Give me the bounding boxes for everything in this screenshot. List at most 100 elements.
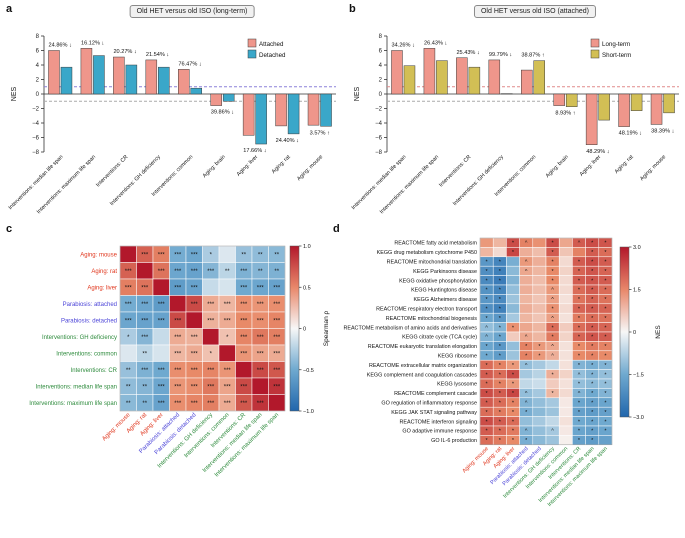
significance-mark: *** bbox=[141, 252, 149, 258]
significance-mark: *** bbox=[174, 401, 182, 407]
heatmap-cell bbox=[532, 416, 547, 427]
bar-short-term bbox=[598, 93, 610, 121]
percent-annotation: 17.66% ↓ bbox=[243, 148, 267, 154]
bar-short-term bbox=[630, 93, 643, 111]
x-category-label: Aging: brain bbox=[545, 154, 570, 179]
significance-mark: * bbox=[591, 429, 594, 435]
significance-mark: *** bbox=[158, 384, 166, 390]
significance-mark: *** bbox=[158, 401, 166, 407]
significance-mark: *** bbox=[174, 335, 182, 341]
significance-mark: ^ bbox=[525, 335, 528, 341]
x-category-label: Interventions: median life span bbox=[8, 154, 65, 211]
colorbar-tick-label: −1.5 bbox=[633, 373, 644, 379]
heatmap-cell bbox=[532, 435, 547, 446]
panel-a-letter: a bbox=[6, 3, 13, 15]
row-label: REACTOME mitochondrial biogenesis bbox=[386, 316, 478, 322]
significance-mark: * bbox=[499, 438, 502, 444]
significance-mark: * bbox=[525, 354, 528, 360]
row-label: REACTOME mitochondrial translation bbox=[387, 260, 477, 266]
bar-detached bbox=[222, 93, 235, 102]
x-category-label: Aging: liver bbox=[236, 154, 260, 178]
heatmap-cell bbox=[532, 265, 547, 276]
significance-mark: * bbox=[512, 372, 515, 378]
colorbar-tick-label: 1.5 bbox=[633, 288, 641, 294]
heatmap-cell bbox=[506, 275, 520, 286]
heatmap-cell bbox=[506, 284, 520, 295]
significance-mark: *** bbox=[257, 318, 265, 324]
significance-mark: * bbox=[499, 278, 502, 284]
heatmap-cell bbox=[185, 311, 203, 329]
significance-mark: * bbox=[604, 335, 607, 341]
percent-annotation: 26.43% ↓ bbox=[424, 40, 448, 46]
significance-mark: *** bbox=[174, 285, 182, 291]
row-label: Interventions: median life span bbox=[36, 384, 117, 390]
percent-annotation: 8.93% ↑ bbox=[555, 111, 575, 117]
heatmap-cell bbox=[506, 331, 520, 342]
significance-mark: ** bbox=[258, 252, 263, 258]
significance-mark: ^ bbox=[525, 269, 528, 275]
heatmap-cell bbox=[558, 284, 573, 295]
bar-long-term bbox=[585, 93, 598, 145]
significance-mark: * bbox=[552, 391, 555, 397]
bar-detached bbox=[93, 55, 105, 95]
heatmap-cell bbox=[532, 359, 547, 370]
row-label: KEGG drug metabolism cytochrome P450 bbox=[377, 250, 477, 256]
panel-b-bar-chart: 8 6 4 2 0 −2 −4 −6 −8 NES 34.26% ↓ 26.43% ↓ 25.43% ↓… bbox=[351, 34, 679, 215]
significance-mark: *** bbox=[174, 368, 182, 374]
significance-mark: * bbox=[486, 391, 489, 397]
significance-mark: * bbox=[604, 288, 607, 294]
heatmap-cell bbox=[558, 256, 573, 267]
significance-mark: * bbox=[591, 419, 594, 425]
significance-mark: * bbox=[525, 410, 528, 416]
colorbar-tick-label: 3.0 bbox=[633, 245, 641, 251]
heatmap-cell bbox=[506, 303, 520, 314]
significance-mark: * bbox=[604, 241, 607, 247]
significance-mark: * bbox=[604, 307, 607, 313]
significance-mark: * bbox=[512, 419, 515, 425]
significance-mark: *** bbox=[125, 269, 133, 275]
x-category-label: Aging: brain bbox=[202, 154, 227, 179]
colorbar-title: Spearman ρ bbox=[323, 310, 330, 346]
row-label: REACTOME extracellular matrix organizati… bbox=[369, 363, 477, 369]
bar-detached bbox=[255, 93, 267, 145]
significance-mark: * bbox=[591, 325, 594, 331]
significance-mark: ^ bbox=[525, 429, 528, 435]
y-tick-label: 4 bbox=[379, 63, 383, 69]
significance-mark: * bbox=[486, 410, 489, 416]
significance-mark: * bbox=[512, 250, 515, 256]
significance-mark: * bbox=[591, 297, 594, 303]
significance-mark: * bbox=[604, 372, 607, 378]
significance-mark: * bbox=[499, 382, 502, 388]
heatmap-cell bbox=[558, 275, 573, 286]
significance-mark: * bbox=[591, 354, 594, 360]
heatmap-cell bbox=[558, 237, 573, 248]
colorbar-tick-label: −1.0 bbox=[303, 409, 314, 415]
significance-mark: * bbox=[226, 335, 229, 341]
heatmap-cell bbox=[598, 435, 613, 446]
significance-mark: * bbox=[578, 382, 581, 388]
significance-mark: * bbox=[604, 354, 607, 360]
col-label: Aging: mouse bbox=[101, 412, 132, 443]
significance-mark: *** bbox=[240, 318, 248, 324]
bar-attached bbox=[210, 93, 222, 106]
significance-mark: *** bbox=[191, 252, 199, 258]
bar-long-term bbox=[488, 59, 501, 95]
significance-mark: ** bbox=[225, 269, 230, 275]
bar-short-term bbox=[436, 60, 448, 95]
heatmap-cell bbox=[519, 369, 534, 380]
x-category-label: Aging: liver bbox=[579, 154, 603, 178]
significance-mark: * bbox=[591, 269, 594, 275]
significance-mark: *** bbox=[207, 401, 215, 407]
heatmap-cell bbox=[532, 388, 547, 399]
x-category-label: Aging: rat bbox=[614, 154, 635, 175]
heatmap-cell bbox=[532, 303, 547, 314]
significance-mark: * bbox=[486, 382, 489, 388]
significance-mark: * bbox=[604, 344, 607, 350]
significance-mark: *** bbox=[224, 368, 232, 374]
colorbar-tick-label: 0 bbox=[303, 327, 306, 333]
significance-mark: * bbox=[591, 316, 594, 322]
heatmap-cell bbox=[558, 247, 573, 258]
significance-mark: ^ bbox=[578, 372, 581, 378]
bar-attached bbox=[242, 93, 255, 136]
row-label: REACTOME fatty acid metabolism bbox=[394, 241, 477, 247]
